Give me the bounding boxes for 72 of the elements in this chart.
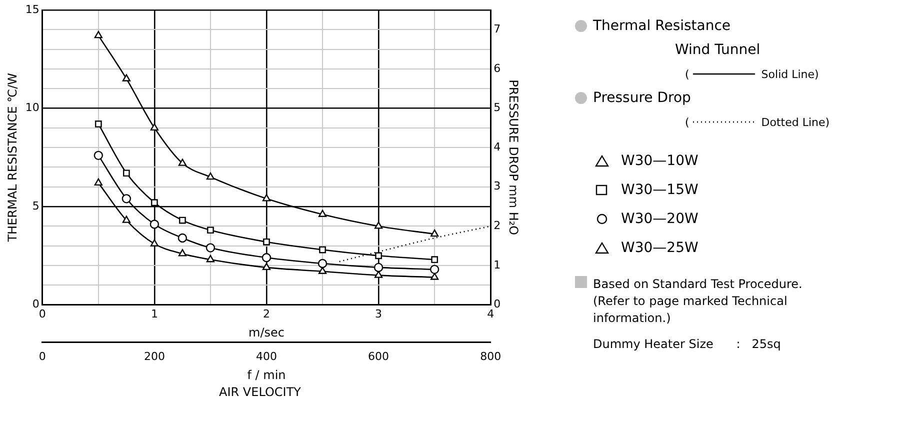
legend-label: W30—25W [621, 240, 698, 256]
text: Dotted Line) [761, 116, 830, 128]
y-axis-title: THERMAL RESISTANCE ℃/W [5, 72, 20, 243]
point [178, 158, 187, 166]
y2-tick-label: 5 [494, 101, 501, 114]
y-tick-label: 10 [25, 101, 40, 114]
point [94, 120, 102, 128]
y-tick-label: 15 [25, 2, 40, 16]
point [122, 216, 130, 223]
legend-label: W30—20W [621, 210, 698, 226]
y2-tick-label: 0 [494, 298, 501, 311]
legend-label: W30—15W [621, 182, 698, 198]
point [178, 249, 187, 256]
point [123, 170, 130, 177]
legend-label: W30—10W [621, 152, 698, 168]
point [262, 253, 272, 262]
point [431, 256, 438, 264]
point [122, 194, 132, 204]
point [150, 239, 159, 246]
text: ( [685, 68, 690, 80]
text: Pressure Drop [593, 90, 691, 106]
point [374, 262, 384, 272]
y2-tick-label: 1 [494, 258, 501, 272]
point [122, 74, 130, 82]
point [374, 222, 383, 229]
point [375, 252, 382, 260]
point [319, 246, 326, 254]
x2-tick-label: 800 [480, 350, 502, 363]
x2-tick-label: 200 [144, 350, 165, 363]
y2-tick-label: 3 [494, 180, 501, 193]
point [318, 258, 328, 268]
point [262, 194, 271, 202]
point [318, 210, 327, 217]
text: Thermal Resistance [593, 18, 731, 34]
point [151, 199, 158, 206]
point [430, 272, 439, 280]
x2-axis-title: f / min [247, 368, 286, 382]
point [430, 229, 439, 237]
x2-tick-label: 600 [368, 350, 390, 363]
x-tick-label: 2 [263, 307, 270, 320]
point [206, 243, 216, 252]
point [94, 30, 102, 38]
text: AIR VELOCITY [218, 385, 302, 399]
y2-tick-label: 7 [494, 22, 501, 36]
x-tick-label: 1 [150, 307, 158, 320]
point [178, 233, 188, 243]
text: Dummy Heater Size : 25sq [593, 337, 782, 351]
point [179, 216, 186, 224]
y2-tick-label: 2 [494, 219, 501, 232]
point [430, 264, 440, 274]
y-tick-label: 5 [32, 199, 40, 212]
point [94, 178, 102, 186]
text: ( [685, 116, 690, 128]
y2-tick-label: 4 [494, 140, 501, 154]
x-axis-title: m/sec [248, 325, 284, 340]
x-tick-label: 4 [487, 307, 494, 320]
text: Solid Line) [761, 68, 819, 80]
point [262, 262, 271, 270]
text: Wind Tunnel [675, 42, 760, 58]
point [150, 123, 159, 131]
x2-tick-label: 400 [256, 350, 277, 363]
point [94, 150, 104, 160]
y-tick-label: 0 [32, 298, 40, 311]
point [263, 238, 270, 246]
x-tick-label: 3 [375, 307, 382, 320]
point [206, 172, 215, 180]
point [207, 226, 214, 234]
y2-tick-label: 6 [494, 62, 501, 75]
y2-axis-title: PRESSURE DROP mm H₂O [506, 80, 521, 236]
text: Based on Standard Test Procedure. (Refer to page marked Technical information.) [593, 276, 804, 327]
point [206, 255, 215, 262]
point [150, 220, 160, 229]
